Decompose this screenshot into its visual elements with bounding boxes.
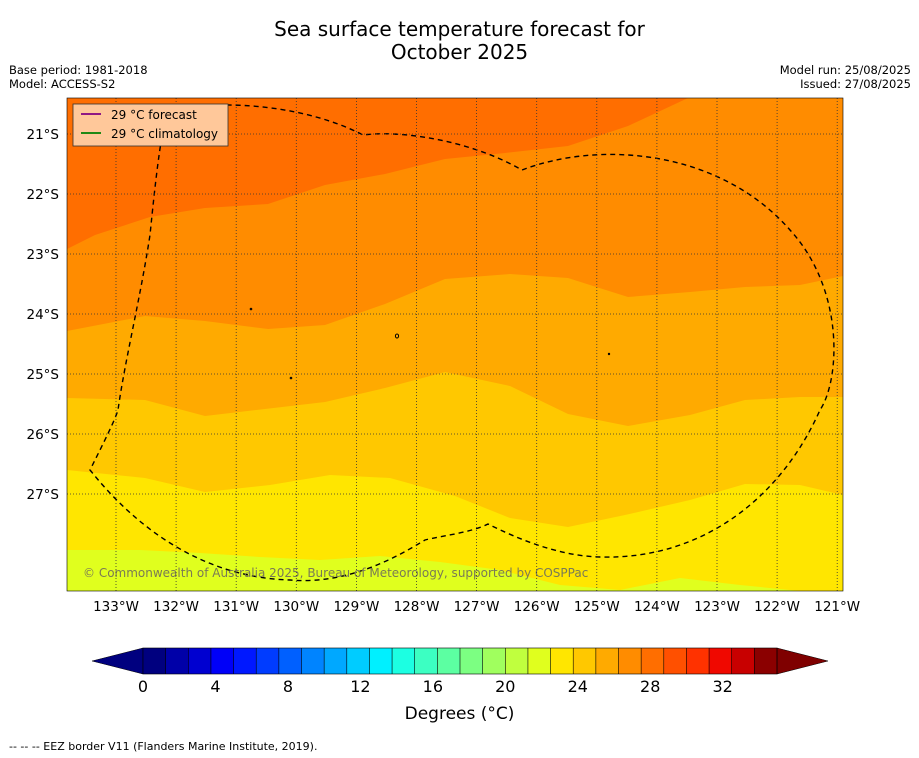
colorbar-label: Degrees (°C): [404, 704, 515, 724]
copyright-text: © Commonwealth of Australia 2025, Bureau…: [83, 566, 588, 580]
legend-box: [72, 103, 229, 147]
colorbar: [91, 647, 829, 675]
colorbar-tick-label: 12: [350, 677, 370, 696]
colorbar-segment: [573, 648, 597, 674]
colorbar-segment: [414, 648, 438, 674]
colorbar-segment: [324, 648, 348, 674]
colorbar-segment: [641, 648, 665, 674]
lon-tick-label: 125°W: [574, 599, 620, 615]
lon-tick-label: 132°W: [153, 599, 199, 615]
colorbar-segment: [278, 648, 302, 674]
lon-tick-label: 126°W: [514, 599, 560, 615]
island: [249, 307, 253, 311]
colorbar-segment: [346, 648, 370, 674]
colorbar-segment: [595, 648, 619, 674]
lon-tick-label: 133°W: [93, 599, 139, 615]
colorbar-tick-label: 4: [210, 677, 220, 696]
lat-tick-label: 26°S: [27, 427, 60, 443]
map-frame: [66, 97, 844, 592]
model-name: Model: ACCESS-S2: [9, 77, 116, 91]
colorbar-tick-label: 32: [712, 677, 732, 696]
colorbar-segment: [731, 648, 755, 674]
lat-tick-label: 21°S: [27, 127, 60, 143]
colorbar-tick-label: 0: [138, 677, 148, 696]
lon-tick-label: 124°W: [634, 599, 680, 615]
colorbar-ticks: 0 4 8 12 16 20 24 28 32: [138, 677, 733, 696]
issued-date: Issued: 27/08/2025: [800, 77, 911, 91]
lon-tick-label: 123°W: [694, 599, 740, 615]
lat-tick-label: 22°S: [27, 187, 60, 203]
chart-title: Sea surface temperature forecast for Oct…: [0, 18, 919, 64]
colorbar-segment: [437, 648, 461, 674]
eez-border: [89, 104, 835, 582]
colorbar-segment: [460, 648, 483, 674]
colorbar-segment: [527, 648, 551, 674]
latitude-axis: 21°S 22°S 23°S 24°S 25°S 26°S 27°S: [27, 127, 60, 503]
island: [607, 352, 611, 356]
lon-tick-label: 130°W: [273, 599, 319, 615]
colorbar-tick-label: 28: [640, 677, 660, 696]
colorbar-segment: [188, 648, 212, 674]
lon-tick-label: 131°W: [213, 599, 259, 615]
lon-tick-label: 121°W: [814, 599, 860, 615]
legend-climatology-label: 29 °C climatology: [111, 127, 218, 141]
lat-tick-label: 27°S: [27, 487, 60, 503]
colorbar-segment: [663, 648, 687, 674]
colorbar-segment: [210, 648, 234, 674]
model-info: Base period: 1981-2018 Model: ACCESS-S2: [9, 63, 148, 91]
legend-forecast-label: 29 °C forecast: [111, 108, 197, 122]
lat-tick-label: 23°S: [27, 247, 60, 263]
base-period: Base period: 1981-2018: [9, 63, 148, 77]
eez-footnote: -- -- -- EEZ border V11 (Flanders Marine…: [9, 740, 318, 753]
colorbar-segment: [550, 648, 574, 674]
colorbar-segment: [256, 648, 280, 674]
sst-field: © Commonwealth of Australia 2025, Bureau…: [67, 98, 843, 591]
colorbar-segment: [618, 648, 642, 674]
model-run: Model run: 25/08/2025: [779, 63, 911, 77]
colorbar-segment: [392, 648, 416, 674]
island: [289, 376, 293, 380]
lat-tick-label: 25°S: [27, 367, 60, 383]
colorbar-segment: [369, 648, 393, 674]
title-line-2: October 2025: [390, 40, 529, 64]
colorbar-tick-label: 20: [495, 677, 515, 696]
colorbar-segment: [709, 648, 733, 674]
lon-tick-label: 122°W: [754, 599, 800, 615]
run-info: Model run: 25/08/2025 Issued: 27/08/2025: [780, 63, 911, 91]
colorbar-tick-label: 8: [283, 677, 293, 696]
colorbar-over-arrow: [776, 647, 829, 675]
lon-tick-label: 127°W: [454, 599, 500, 615]
colorbar-tick-label: 16: [423, 677, 443, 696]
colorbar-segment: [686, 648, 710, 674]
colorbar-segment: [165, 648, 189, 674]
lon-tick-label: 128°W: [394, 599, 440, 615]
colorbar-segment: [233, 648, 257, 674]
legend: 29 °C forecast 29 °C climatology: [72, 103, 229, 147]
colorbar-segment: [754, 648, 778, 674]
colorbar-segment: [505, 648, 529, 674]
colorbar-tick-label: 24: [568, 677, 588, 696]
colorbar-segment: [482, 648, 506, 674]
colorbar-segment: [143, 648, 166, 674]
island: [394, 333, 400, 339]
colorbar-frame: [142, 647, 778, 675]
island-marks: [249, 307, 611, 380]
lat-tick-label: 24°S: [27, 307, 60, 323]
lon-tick-label: 129°W: [333, 599, 379, 615]
colorbar-segment: [301, 648, 325, 674]
longitude-axis: 133°W 132°W 131°W 130°W 129°W 128°W 127°W 126°W…: [93, 599, 860, 615]
colorbar-under-arrow: [91, 647, 144, 675]
title-line-1: Sea surface temperature forecast for: [274, 17, 645, 41]
